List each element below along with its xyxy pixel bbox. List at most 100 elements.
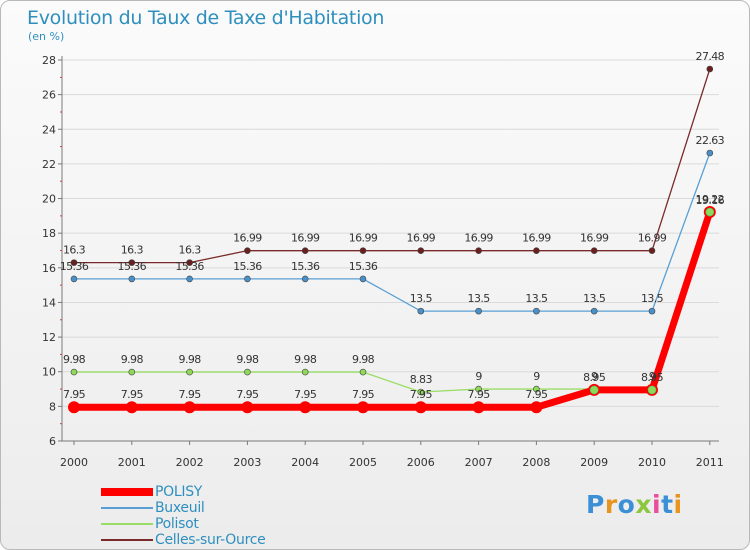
data-point-polisot-overlay: [647, 385, 657, 395]
data-label-celles-sur-ource: 16.99: [464, 232, 493, 245]
legend-label-buxeuil: Buxeuil: [155, 500, 205, 516]
data-point-celles-sur-ource: [590, 247, 598, 254]
x-tick-label: 2009: [580, 456, 608, 469]
data-label-buxeuil: 15.36: [118, 260, 147, 273]
data-label-buxeuil: 13.5: [410, 292, 433, 305]
legend-swatch-polisy: [101, 488, 153, 496]
data-point-buxeuil: [186, 275, 193, 283]
legend-label-polisot: Polisot: [155, 516, 199, 532]
data-label-polisy: 7.95: [410, 388, 433, 401]
data-label-polisot: 9: [591, 370, 598, 383]
data-label-celles-sur-ource: 16.3: [179, 244, 202, 257]
legend-label-polisy: POLISY: [155, 484, 203, 500]
y-tick-label: 10: [42, 366, 56, 379]
data-point-polisot: [533, 385, 540, 393]
data-label-polisy: 19.22: [696, 193, 725, 206]
data-point-polisot: [70, 368, 78, 376]
data-point-buxeuil: [475, 307, 482, 315]
data-point-celles-sur-ource: [533, 247, 540, 254]
data-label-celles-sur-ource: 16.99: [638, 232, 667, 245]
data-point-polisy: [530, 401, 543, 414]
data-label-buxeuil: 22.63: [696, 134, 725, 147]
data-label-polisot: 9.98: [121, 353, 144, 366]
data-label-buxeuil: 13.5: [525, 292, 548, 305]
data-label-polisy: 7.95: [525, 388, 548, 401]
data-label-buxeuil: 15.36: [60, 260, 89, 273]
x-tick-label: 2007: [465, 456, 493, 469]
data-label-buxeuil: 15.36: [349, 260, 378, 273]
data-label-polisot: 9.98: [352, 353, 375, 366]
data-point-buxeuil: [417, 307, 425, 315]
x-tick-label: 2008: [522, 456, 550, 469]
data-point-polisot: [475, 385, 482, 393]
data-label-polisot: 9.98: [236, 353, 259, 366]
y-tick-label: 18: [42, 227, 56, 240]
series-line-buxeuil: [74, 152, 711, 312]
data-label-polisy: 7.95: [468, 388, 491, 401]
data-point-celles-sur-ource: [417, 247, 425, 254]
data-point-polisot: [359, 368, 367, 376]
data-point-polisot: [186, 368, 193, 376]
legend-label-celles-sur-ource: Celles-sur-Ource: [155, 532, 266, 548]
data-point-celles-sur-ource: [128, 259, 136, 266]
legend-swatch-buxeuil: [101, 507, 153, 509]
data-point-polisy: [241, 401, 254, 414]
x-tick-label: 2001: [118, 456, 146, 469]
logo-letter: o: [617, 490, 636, 519]
data-label-polisot: 9.98: [179, 353, 202, 366]
data-point-polisy: [414, 401, 427, 414]
data-point-buxeuil: [359, 275, 367, 283]
data-point-celles-sur-ource: [359, 247, 367, 254]
logo-letter: i: [673, 490, 683, 519]
proxiti-logo: Proxiti: [586, 490, 683, 519]
data-label-polisot: 9.98: [63, 353, 86, 366]
y-tick-label: 8: [49, 400, 56, 413]
y-tick-label: 12: [42, 331, 56, 344]
data-point-buxeuil: [70, 275, 78, 283]
data-label-polisy: 7.95: [352, 388, 375, 401]
data-label-celles-sur-ource: 16.99: [349, 232, 378, 245]
data-label-polisy: 7.95: [179, 388, 202, 401]
data-label-polisy: 7.95: [294, 388, 317, 401]
logo-letter: r: [604, 490, 618, 519]
data-point-celles-sur-ource: [70, 259, 78, 266]
data-point-polisy: [125, 401, 138, 414]
series-line-polisy: [74, 210, 714, 411]
y-tick-label: 24: [42, 123, 56, 136]
data-point-buxeuil: [128, 275, 136, 283]
data-label-celles-sur-ource: 16.99: [580, 232, 609, 245]
data-point-buxeuil: [706, 149, 714, 157]
data-label-buxeuil: 13.5: [468, 292, 491, 305]
legend-swatch-celles-sur-ource: [101, 539, 153, 541]
data-point-celles-sur-ource: [186, 259, 193, 266]
x-tick-label: 2011: [696, 456, 724, 469]
data-point-celles-sur-ource: [301, 247, 309, 254]
y-axis-unit: (en %): [28, 30, 65, 43]
data-point-celles-sur-ource: [706, 65, 714, 73]
data-point-polisy: [299, 401, 312, 414]
data-label-celles-sur-ource: 16.99: [407, 232, 436, 245]
data-label-buxeuil: 13.5: [583, 292, 606, 305]
data-point-buxeuil: [590, 307, 598, 315]
data-label-polisy: 7.95: [121, 388, 144, 401]
y-tick-label: 6: [49, 435, 56, 448]
y-tick-label: 22: [42, 158, 56, 171]
data-point-buxeuil: [533, 307, 540, 315]
data-point-polisy: [357, 401, 369, 414]
y-tick-label: 20: [42, 193, 56, 206]
data-point-celles-sur-ource: [244, 247, 251, 254]
data-label-celles-sur-ource: 16.99: [522, 232, 551, 245]
data-label-buxeuil: 15.36: [233, 260, 262, 273]
data-label-polisot: 9: [533, 370, 540, 383]
logo-letter: P: [586, 490, 605, 519]
data-point-celles-sur-ource: [648, 247, 656, 254]
data-label-celles-sur-ource: 16.3: [63, 244, 86, 257]
x-tick-label: 2005: [349, 456, 377, 469]
data-point-celles-sur-ource: [475, 247, 482, 254]
data-label-polisot: 9.98: [294, 353, 317, 366]
data-point-buxeuil: [648, 307, 656, 315]
data-label-polisy: 7.95: [236, 388, 259, 401]
data-point-polisot: [417, 388, 425, 396]
x-tick-label: 2002: [176, 456, 204, 469]
